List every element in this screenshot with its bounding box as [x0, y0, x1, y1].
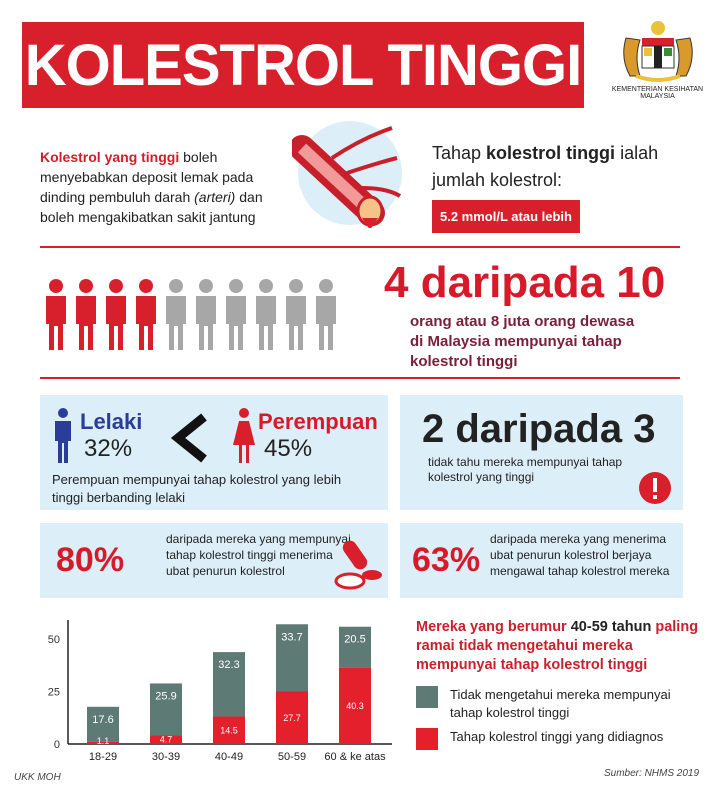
gender-box: Lelaki 32% Perempuan 45% Perempuan mempu… — [40, 395, 388, 510]
controlled-value: 63% — [412, 541, 481, 579]
intro-italic: (arteri) — [194, 189, 236, 205]
female-label: Perempuan — [258, 409, 378, 434]
age-group-chart: 0 25 50 1.1 17.6 18-29 4.7 25.9 30-39 14.5 32.3 40-… — [48, 620, 392, 763]
person-icon — [314, 278, 336, 355]
male-label: Lelaki — [80, 409, 143, 434]
threshold-bold: kolestrol tinggi — [486, 143, 616, 163]
page-title: KOLESTROL TINGGI — [24, 32, 582, 98]
gender-note: Perempuan mempunyai tahap kolestrol yang… — [52, 472, 342, 505]
bar-diagnosed — [87, 741, 119, 744]
logo-caption: MALAYSIA — [640, 93, 675, 100]
female-icon — [233, 408, 255, 463]
y-tick-label: 25 — [48, 687, 60, 699]
x-tick-label: 40-49 — [215, 751, 243, 763]
bar-diagnosed — [339, 667, 371, 744]
bar-undiagnosed — [213, 652, 245, 717]
controlled-text: daripada mereka yang menerima ubat penur… — [490, 532, 670, 578]
bar-diagnosed — [213, 716, 245, 744]
legend-label: Tahap kolestrol tinggi yang didiagnos — [450, 729, 664, 744]
chart-note-bold: 40-59 tahun — [570, 619, 652, 635]
person-icon — [104, 278, 126, 355]
bar-undiagnosed — [150, 683, 182, 736]
data-label-undiagnosed: 25.9 — [155, 690, 176, 702]
treated-value: 80% — [56, 541, 125, 579]
title-banner: KOLESTROL TINGGI — [22, 22, 584, 108]
treated-text: daripada mereka yang mempunyai tahap kol… — [166, 532, 351, 578]
male-icon — [55, 408, 71, 463]
person-icon — [284, 278, 306, 355]
threshold-text-2: ialah jumlah kolestrol: — [432, 143, 659, 190]
x-tick-label: 60 & ke atas — [324, 751, 386, 763]
credit-text: UKK MOH — [14, 772, 61, 783]
y-tick-label: 50 — [48, 634, 60, 646]
divider — [40, 377, 680, 379]
less-than-icon — [170, 413, 207, 463]
chart-note: Mereka yang berumur 40-59 tahun paling r… — [416, 618, 706, 675]
controlled-box: 63% daripada mereka yang menerima ubat p… — [400, 523, 683, 598]
unaware-box: 2 daripada 3 tidak tahu mereka mempunyai… — [400, 395, 683, 510]
data-label-undiagnosed: 20.5 — [344, 634, 365, 646]
data-label-diagnosed: 40.3 — [346, 701, 364, 711]
male-value: 32% — [84, 435, 133, 462]
unaware-text: tidak tahu mereka mempunyai tahap kolest… — [428, 455, 623, 484]
person-icon — [44, 278, 66, 355]
data-label-diagnosed: 27.7 — [283, 713, 301, 723]
coat-of-arms-icon — [622, 21, 693, 82]
bar-diagnosed — [150, 735, 182, 744]
threshold-text-1: Tahap — [432, 143, 487, 163]
person-icon — [224, 278, 246, 355]
bar-undiagnosed — [339, 626, 371, 668]
data-label-undiagnosed: 33.7 — [281, 631, 302, 643]
x-tick-label: 18-29 — [89, 751, 117, 763]
data-label-undiagnosed: 32.3 — [218, 659, 239, 671]
person-icon — [164, 278, 186, 355]
bar-undiagnosed — [87, 706, 119, 742]
chart-note-2: paling ramai tidak mengetahui mereka mem… — [416, 619, 699, 673]
person-icon — [194, 278, 216, 355]
source-text: Sumber: NHMS 2019 — [604, 768, 700, 779]
chart-note-1: Mereka yang berumur — [416, 619, 571, 635]
data-label-diagnosed: 14.5 — [220, 725, 238, 735]
treated-box: 80% daripada mereka yang mempunyai tahap… — [40, 523, 388, 598]
people-pictogram — [44, 278, 344, 350]
intro-text-1: boleh menyebabkan deposit lemak pada din… — [40, 149, 254, 205]
legend-item-undiagnosed: Tidak mengetahui mereka mempunyai tahap … — [416, 686, 706, 722]
person-icon — [254, 278, 276, 355]
intro-highlight: Kolestrol yang tinggi — [40, 149, 180, 165]
logo-caption: KEMENTERIAN KESIHATAN — [611, 86, 704, 93]
person-icon — [74, 278, 96, 355]
data-label-diagnosed: 1.1 — [97, 736, 110, 746]
bar-diagnosed — [276, 691, 308, 744]
prevalence-text: orang atau 8 juta orang dewasa di Malays… — [410, 313, 635, 370]
person-icon — [134, 278, 156, 355]
ministry-logo: KEMENTERIAN KESIHATAN MALAYSIA — [600, 18, 715, 100]
pills-icon — [334, 540, 382, 590]
warning-icon — [639, 472, 671, 504]
legend-item-diagnosed: Tahap kolestrol tinggi yang didiagnos — [416, 728, 706, 750]
data-label-diagnosed: 4.7 — [160, 735, 173, 745]
x-tick-label: 30-39 — [152, 751, 180, 763]
data-label-undiagnosed: 17.6 — [92, 714, 113, 726]
legend-label: Tidak mengetahui mereka mempunyai tahap … — [450, 687, 671, 720]
legend-swatch — [416, 728, 438, 750]
divider — [40, 246, 680, 248]
threshold-section: Tahap kolestrol tinggi ialah jumlah kole… — [432, 140, 702, 233]
unaware-headline: 2 daripada 3 — [422, 407, 656, 451]
x-tick-label: 50-59 — [278, 751, 306, 763]
female-value: 45% — [264, 435, 313, 462]
artery-illustration-icon — [292, 121, 402, 228]
legend-swatch — [416, 686, 438, 708]
y-tick-label: 0 — [54, 739, 60, 751]
intro-text: Kolestrol yang tinggi boleh menyebabkan … — [40, 147, 290, 227]
threshold-value-badge: 5.2 mmol/L atau lebih — [432, 200, 580, 233]
bar-undiagnosed — [276, 624, 308, 692]
prevalence-headline: 4 daripada 10 — [384, 258, 666, 307]
intro-text-2: dan boleh mengakibatkan sakit jantung — [40, 189, 263, 225]
